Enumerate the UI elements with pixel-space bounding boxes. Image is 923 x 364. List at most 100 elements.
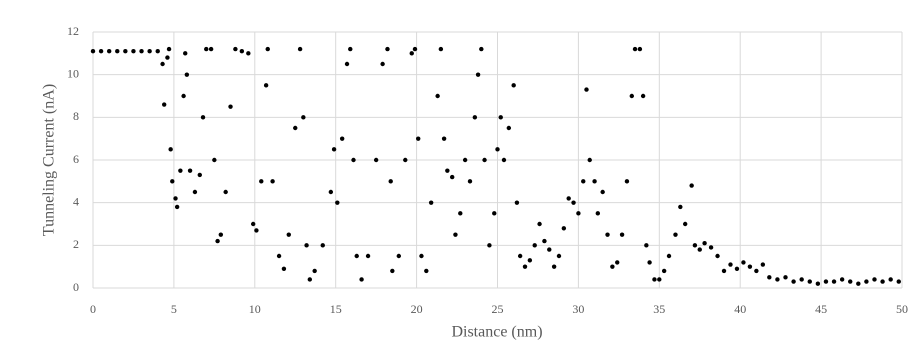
data-point — [527, 258, 533, 263]
data-point — [647, 260, 652, 265]
data-point — [307, 277, 313, 282]
data-point — [181, 93, 186, 99]
data-point — [409, 51, 414, 56]
data-point — [566, 196, 571, 201]
data-point — [551, 264, 557, 269]
data-point — [354, 253, 359, 259]
data-point — [576, 211, 581, 216]
data-point — [265, 46, 270, 52]
y-tick-label: 2 — [73, 237, 79, 251]
data-point — [351, 157, 356, 163]
data-point — [848, 279, 853, 284]
data-point — [556, 253, 562, 259]
data-point — [783, 275, 788, 280]
data-point — [760, 262, 766, 267]
data-point — [373, 157, 379, 163]
data-point — [682, 221, 688, 227]
data-point — [644, 243, 649, 248]
data-point — [673, 232, 678, 237]
data-point — [823, 279, 829, 284]
data-point — [708, 245, 714, 250]
data-point — [584, 87, 589, 92]
data-point — [155, 49, 160, 54]
data-point — [328, 189, 334, 195]
data-point — [160, 61, 165, 67]
data-point — [90, 49, 96, 54]
y-axis-title: Tunneling Current (nA) — [41, 84, 58, 236]
data-point — [147, 49, 152, 54]
y-tick-label: 10 — [67, 66, 79, 80]
data-point — [276, 253, 282, 259]
data-point — [600, 189, 605, 195]
data-point — [239, 49, 245, 54]
data-point — [888, 277, 893, 282]
x-tick-label: 50 — [896, 302, 908, 316]
data-point — [896, 279, 901, 284]
data-point — [312, 268, 317, 274]
data-point — [581, 179, 586, 184]
data-point — [204, 46, 209, 52]
data-point — [511, 83, 516, 88]
data-point — [741, 260, 746, 265]
data-point — [619, 232, 625, 237]
data-point — [880, 279, 885, 284]
data-point — [331, 147, 337, 152]
data-point — [592, 179, 597, 184]
data-point — [187, 168, 193, 173]
data-point — [475, 72, 481, 77]
x-tick-label: 30 — [572, 302, 584, 316]
data-point — [246, 51, 251, 56]
x-tick-label: 40 — [734, 302, 746, 316]
data-point — [831, 279, 837, 284]
data-point — [856, 281, 861, 286]
data-point — [348, 46, 353, 52]
x-tick-label: 15 — [330, 302, 342, 316]
data-point — [697, 247, 702, 252]
data-point — [495, 147, 500, 152]
data-point — [629, 93, 634, 99]
data-point — [479, 46, 484, 52]
data-point — [304, 243, 309, 248]
y-tick-label: 4 — [73, 194, 79, 208]
data-point — [359, 277, 364, 282]
data-point — [453, 232, 458, 237]
data-point — [197, 172, 202, 178]
data-point — [403, 157, 408, 163]
data-point — [498, 115, 503, 120]
data-point — [445, 168, 450, 173]
data-point — [131, 49, 136, 54]
y-tick-label: 8 — [73, 109, 79, 123]
data-point — [388, 179, 393, 184]
data-point — [467, 179, 473, 184]
data-point — [184, 72, 190, 77]
data-point — [652, 277, 657, 282]
data-point — [514, 200, 520, 205]
data-point — [517, 253, 523, 259]
data-point — [270, 179, 275, 184]
data-point — [192, 189, 198, 195]
data-point — [98, 49, 104, 54]
data-point — [462, 157, 468, 163]
data-point — [571, 200, 576, 205]
data-point — [208, 46, 214, 52]
y-tick-label: 0 — [73, 280, 79, 294]
x-tick-label: 10 — [249, 302, 261, 316]
data-point — [438, 46, 444, 52]
data-point — [767, 275, 772, 280]
data-point — [416, 136, 421, 141]
x-tick-label: 5 — [171, 302, 177, 316]
data-point — [532, 243, 537, 248]
data-point — [168, 147, 173, 152]
data-point — [747, 264, 753, 269]
data-point — [472, 115, 478, 120]
data-point — [610, 264, 615, 269]
data-point — [297, 46, 303, 52]
data-point — [689, 183, 694, 188]
data-point — [254, 228, 259, 233]
data-point — [301, 115, 306, 120]
data-point — [864, 279, 869, 284]
data-point — [320, 243, 325, 248]
data-point — [624, 179, 630, 184]
y-tick-label: 6 — [73, 152, 79, 166]
